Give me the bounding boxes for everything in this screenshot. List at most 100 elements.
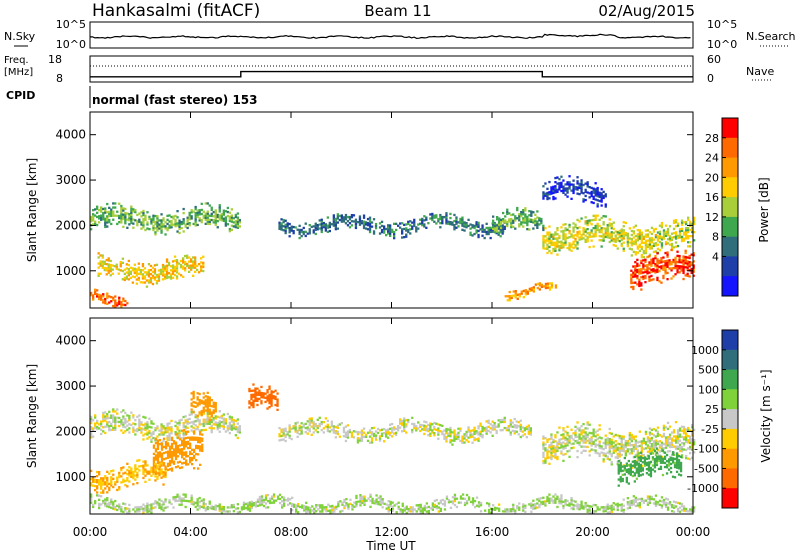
data-cell	[200, 429, 203, 432]
data-cell	[465, 430, 468, 434]
data-cell	[167, 261, 171, 265]
data-cell	[196, 502, 199, 505]
data-cell	[544, 227, 547, 230]
data-cell	[630, 238, 633, 241]
data-cell	[151, 276, 155, 280]
data-cell	[100, 420, 103, 423]
data-cell	[106, 219, 109, 222]
data-cell	[650, 438, 654, 442]
data-cell	[636, 245, 639, 248]
data-cell	[623, 467, 626, 470]
data-cell	[92, 296, 95, 299]
data-cell	[502, 230, 505, 233]
y-tick-label: 1000	[55, 264, 86, 278]
data-cell	[487, 230, 490, 234]
data-cell	[431, 218, 434, 222]
data-cell	[550, 252, 553, 255]
data-cell	[118, 420, 121, 424]
data-cell	[441, 498, 445, 502]
data-cell	[602, 223, 605, 226]
data-cell	[674, 258, 677, 262]
data-cell	[272, 397, 275, 400]
data-cell	[572, 236, 575, 239]
data-cell	[90, 495, 93, 498]
data-cell	[520, 221, 523, 224]
data-cell	[192, 426, 195, 430]
data-cell	[453, 437, 456, 440]
data-cell	[295, 508, 298, 511]
data-cell	[421, 224, 424, 227]
data-cell	[584, 441, 587, 444]
data-cell	[132, 426, 135, 429]
data-cell	[199, 437, 202, 440]
data-cell	[576, 182, 579, 185]
data-cell	[687, 226, 690, 230]
data-cell	[186, 226, 189, 230]
data-cell	[457, 433, 460, 436]
data-cell	[687, 228, 690, 232]
data-cell	[544, 443, 547, 446]
data-cell	[617, 472, 620, 475]
data-cell	[160, 433, 163, 436]
data-cell	[308, 228, 311, 231]
data-cell	[140, 215, 143, 218]
data-cell	[321, 506, 324, 509]
data-cell	[115, 267, 118, 270]
data-cell	[459, 427, 462, 430]
data-cell	[570, 428, 573, 431]
data-cell	[110, 502, 113, 505]
data-cell	[691, 432, 694, 435]
data-cell	[331, 506, 334, 510]
data-cell	[112, 428, 115, 431]
data-cell	[268, 395, 271, 398]
data-cell	[477, 223, 480, 226]
data-cell	[479, 430, 482, 433]
data-cell	[132, 428, 135, 431]
data-cell	[212, 411, 215, 415]
data-cell	[542, 435, 545, 438]
data-cell	[295, 506, 298, 509]
data-cell	[590, 442, 593, 445]
data-cell	[308, 419, 311, 423]
data-cell	[146, 510, 149, 513]
data-cell	[622, 449, 625, 453]
data-cell	[206, 414, 209, 417]
data-cell	[104, 225, 107, 229]
data-cell	[142, 509, 145, 512]
data-cell	[334, 226, 337, 229]
data-cell	[296, 431, 299, 434]
data-cell	[405, 507, 408, 510]
data-cell	[196, 396, 199, 399]
data-cell	[346, 220, 350, 223]
data-cell	[134, 510, 137, 513]
data-cell	[481, 436, 484, 439]
data-cell	[190, 392, 193, 395]
data-cell	[354, 222, 358, 225]
data-cell	[137, 266, 140, 269]
data-cell	[556, 457, 559, 461]
data-cell	[514, 290, 517, 293]
data-cell	[664, 440, 668, 443]
data-cell	[186, 222, 189, 225]
data-cell	[664, 251, 667, 255]
data-cell	[165, 264, 169, 267]
data-cell	[520, 210, 523, 214]
data-cell	[122, 225, 125, 228]
data-cell	[528, 287, 531, 290]
data-cell	[620, 228, 623, 231]
data-cell	[130, 473, 133, 476]
data-cell	[369, 505, 372, 508]
data-cell	[389, 509, 392, 512]
data-cell	[156, 461, 160, 465]
data-cell	[445, 216, 448, 219]
data-cell	[316, 426, 319, 430]
data-cell	[660, 246, 664, 249]
data-cell	[174, 466, 178, 469]
data-cell	[305, 511, 308, 515]
data-cell	[122, 415, 125, 418]
data-cell	[491, 230, 494, 233]
data-cell	[548, 231, 551, 234]
data-cell	[602, 460, 605, 463]
data-cell	[192, 262, 195, 265]
data-cell	[128, 512, 131, 515]
